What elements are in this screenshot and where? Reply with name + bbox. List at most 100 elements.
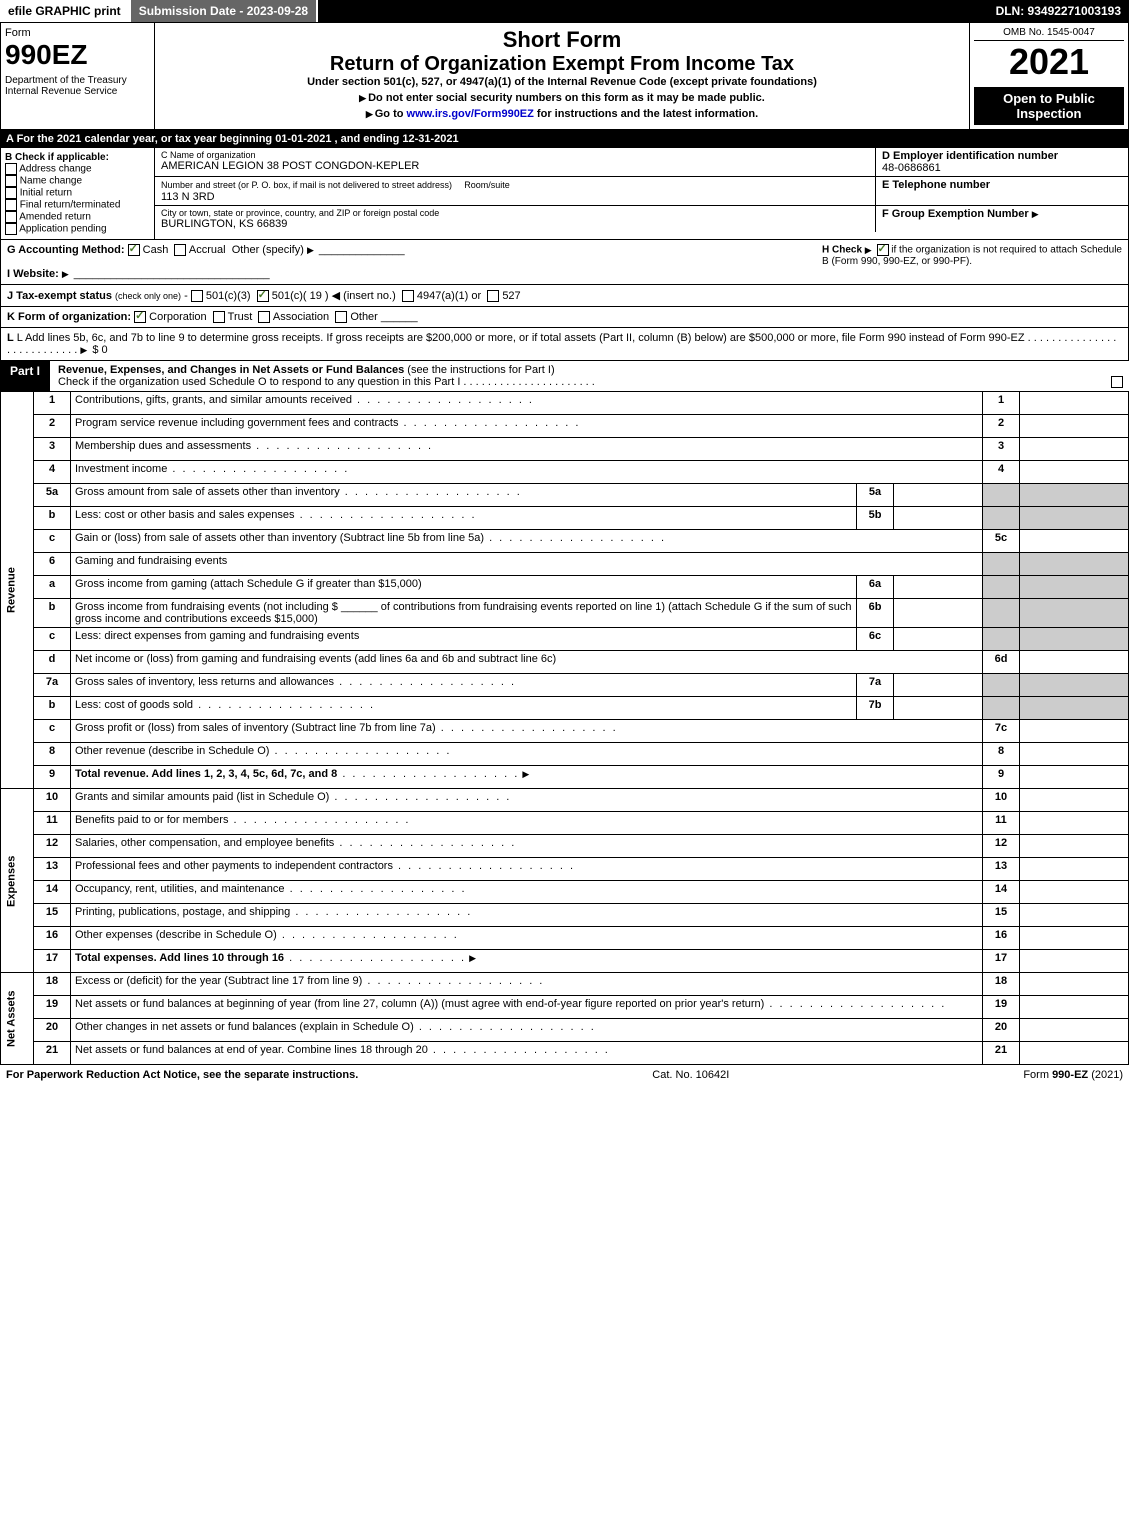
ln7c-text: Gross profit or (loss) from sales of inv… bbox=[71, 720, 983, 743]
ln6d-val bbox=[1020, 651, 1129, 674]
chk-schedule-b[interactable] bbox=[877, 244, 889, 256]
g-block: G Accounting Method: Cash Accrual Other … bbox=[7, 244, 822, 280]
opt-initial-return: Initial return bbox=[20, 188, 72, 199]
opt-501c3: 501(c)(3) bbox=[206, 290, 251, 302]
ln1-num: 1 bbox=[34, 392, 71, 415]
l-value: $ 0 bbox=[92, 344, 107, 356]
chk-name-change[interactable] bbox=[5, 175, 17, 187]
ln11-num: 11 bbox=[34, 812, 71, 835]
ln5b-sn: 5b bbox=[857, 507, 894, 530]
chk-initial-return[interactable] bbox=[5, 187, 17, 199]
ln6b-text: Gross income from fundraising events (no… bbox=[71, 599, 857, 628]
ln1-val bbox=[1020, 392, 1129, 415]
ln6a-sn: 6a bbox=[857, 576, 894, 599]
ln7a-text: Gross sales of inventory, less returns a… bbox=[71, 674, 857, 697]
ln17-text: Total expenses. Add lines 10 through 16 bbox=[71, 950, 983, 973]
side-net-assets: Net Assets bbox=[1, 973, 34, 1065]
ln16-val bbox=[1020, 927, 1129, 950]
ln21-rn: 21 bbox=[983, 1042, 1020, 1065]
ln3-num: 3 bbox=[34, 438, 71, 461]
ln4-num: 4 bbox=[34, 461, 71, 484]
chk-accrual[interactable] bbox=[174, 244, 186, 256]
ln7a-sval bbox=[894, 674, 983, 697]
irs-link[interactable]: www.irs.gov/Form990EZ bbox=[407, 108, 534, 120]
opt-cash: Cash bbox=[143, 244, 169, 256]
ln9-rn: 9 bbox=[983, 766, 1020, 789]
ln11-text: Benefits paid to or for members bbox=[71, 812, 983, 835]
ein-value: 48-0686861 bbox=[882, 162, 941, 174]
header-right: OMB No. 1545-0047 2021 Open to Public In… bbox=[970, 23, 1128, 129]
chk-4947[interactable] bbox=[402, 290, 414, 302]
d-label: D Employer identification number bbox=[882, 150, 1058, 162]
city-value: BURLINGTON, KS 66839 bbox=[161, 218, 869, 230]
no-ssn-text: Do not enter social security numbers on … bbox=[368, 92, 765, 104]
ln12-rn: 12 bbox=[983, 835, 1020, 858]
opt-other-org: Other bbox=[350, 311, 378, 323]
ln18-num: 18 bbox=[34, 973, 71, 996]
arrow-icon bbox=[865, 245, 874, 256]
ln12-text: Salaries, other compensation, and employ… bbox=[71, 835, 983, 858]
chk-other-org[interactable] bbox=[335, 311, 347, 323]
ln8-text: Other revenue (describe in Schedule O) bbox=[71, 743, 983, 766]
ln6c-sval bbox=[894, 628, 983, 651]
ln1-rn: 1 bbox=[983, 392, 1020, 415]
ln7c-num: c bbox=[34, 720, 71, 743]
chk-address-change[interactable] bbox=[5, 163, 17, 175]
goto-note: Go to www.irs.gov/Form990EZ for instruct… bbox=[159, 108, 965, 120]
chk-trust[interactable] bbox=[213, 311, 225, 323]
footer-right: Form 990-EZ (2021) bbox=[1023, 1069, 1123, 1081]
ln18-val bbox=[1020, 973, 1129, 996]
chk-schedule-o[interactable] bbox=[1111, 376, 1123, 388]
ln21-val bbox=[1020, 1042, 1129, 1065]
chk-final-return[interactable] bbox=[5, 199, 17, 211]
chk-corp[interactable] bbox=[134, 311, 146, 323]
chk-501c[interactable] bbox=[257, 290, 269, 302]
j-sub: (check only one) bbox=[115, 291, 181, 301]
ln6-val bbox=[1020, 553, 1129, 576]
city-label: City or town, state or province, country… bbox=[161, 208, 869, 218]
ln14-val bbox=[1020, 881, 1129, 904]
ln6a-text: Gross income from gaming (attach Schedul… bbox=[71, 576, 857, 599]
ln8-rn: 8 bbox=[983, 743, 1020, 766]
ln21-num: 21 bbox=[34, 1042, 71, 1065]
ln19-text: Net assets or fund balances at beginning… bbox=[71, 996, 983, 1019]
chk-amended-return[interactable] bbox=[5, 211, 17, 223]
city-block: City or town, state or province, country… bbox=[155, 206, 876, 232]
opt-app-pending: Application pending bbox=[19, 224, 106, 235]
chk-501c3[interactable] bbox=[191, 290, 203, 302]
ln8-num: 8 bbox=[34, 743, 71, 766]
opt-assoc: Association bbox=[273, 311, 329, 323]
under-section: Under section 501(c), 527, or 4947(a)(1)… bbox=[159, 76, 965, 88]
ln5a-text: Gross amount from sale of assets other t… bbox=[71, 484, 857, 507]
ln13-text: Professional fees and other payments to … bbox=[71, 858, 983, 881]
opt-other: Other (specify) bbox=[232, 244, 304, 256]
chk-app-pending[interactable] bbox=[5, 223, 17, 235]
ln17-num: 17 bbox=[34, 950, 71, 973]
i-label: I Website: bbox=[7, 268, 59, 280]
ln3-rn: 3 bbox=[983, 438, 1020, 461]
ln5c-text: Gain or (loss) from sale of assets other… bbox=[71, 530, 983, 553]
addr-block: Number and street (or P. O. box, if mail… bbox=[155, 177, 876, 205]
header-left: Form 990EZ Department of the Treasury In… bbox=[1, 23, 155, 129]
h-label: H Check bbox=[822, 245, 862, 256]
ln6a-num: a bbox=[34, 576, 71, 599]
ln20-rn: 20 bbox=[983, 1019, 1020, 1042]
part1-title: Revenue, Expenses, and Changes in Net As… bbox=[52, 361, 1129, 391]
ln9-num: 9 bbox=[34, 766, 71, 789]
ln7b-num: b bbox=[34, 697, 71, 720]
no-ssn-note: Do not enter social security numbers on … bbox=[159, 92, 965, 104]
ln16-rn: 16 bbox=[983, 927, 1020, 950]
ln1-text: Contributions, gifts, grants, and simila… bbox=[71, 392, 983, 415]
form-word: Form bbox=[5, 27, 150, 39]
chk-assoc[interactable] bbox=[258, 311, 270, 323]
ln4-rn: 4 bbox=[983, 461, 1020, 484]
ln5c-rn: 5c bbox=[983, 530, 1020, 553]
chk-cash[interactable] bbox=[128, 244, 140, 256]
section-bcde: B Check if applicable: Address change Na… bbox=[0, 148, 1129, 240]
ln7c-val bbox=[1020, 720, 1129, 743]
chk-527[interactable] bbox=[487, 290, 499, 302]
goto-text: Go to www.irs.gov/Form990EZ for instruct… bbox=[375, 108, 758, 120]
ln7b-text: Less: cost of goods sold bbox=[71, 697, 857, 720]
ln5b-num: b bbox=[34, 507, 71, 530]
arrow-icon bbox=[522, 768, 531, 780]
